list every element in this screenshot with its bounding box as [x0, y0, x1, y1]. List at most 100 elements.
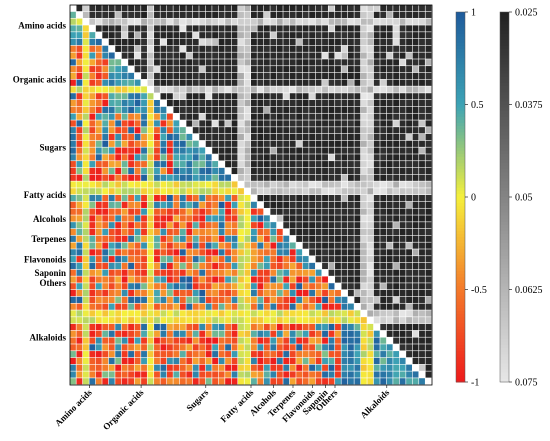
colorbar-segment	[456, 345, 465, 349]
heatmap-cell	[302, 249, 309, 256]
heatmap-cell	[95, 181, 102, 188]
heatmap-cell	[276, 188, 283, 195]
heatmap-cell	[166, 93, 173, 100]
heatmap-cell	[166, 86, 173, 93]
heatmap-cell	[128, 249, 135, 256]
heatmap-cell	[386, 262, 393, 270]
heatmap-cell	[95, 86, 102, 93]
heatmap-cell	[166, 242, 173, 249]
heatmap-cell	[179, 371, 186, 378]
heatmap-cell	[393, 310, 400, 317]
heatmap-cell	[95, 140, 102, 147]
heatmap-cell	[328, 120, 335, 127]
heatmap-cell	[302, 100, 309, 107]
heatmap-cell	[341, 249, 348, 256]
heatmap-cell	[354, 38, 361, 46]
heatmap-cell	[82, 86, 89, 93]
heatmap-cell	[141, 296, 147, 303]
heatmap-cell	[296, 269, 303, 276]
heatmap-cell	[406, 235, 412, 242]
heatmap-cell	[218, 249, 225, 256]
heatmap-cell	[399, 52, 406, 59]
heatmap-cell	[154, 290, 160, 297]
heatmap-cell	[328, 133, 335, 141]
colorbar-segment	[456, 351, 465, 355]
heatmap-cell	[244, 174, 251, 181]
colorbar-segment	[456, 237, 465, 241]
colorbar-segment	[500, 107, 509, 112]
heatmap-cell	[302, 174, 309, 181]
heatmap-cell	[70, 378, 76, 385]
heatmap-cell	[121, 337, 128, 344]
heatmap-cell	[322, 283, 328, 290]
heatmap-cell	[263, 351, 270, 358]
heatmap-cell	[121, 147, 128, 154]
heatmap-cell	[347, 344, 354, 351]
heatmap-cell	[328, 351, 335, 358]
heatmap-cell	[341, 357, 348, 365]
colorbar-segment	[456, 12, 465, 16]
heatmap-cell	[160, 310, 167, 317]
heatmap-cell	[251, 208, 257, 215]
heatmap-cell	[354, 195, 361, 202]
heatmap-cell	[244, 59, 251, 66]
heatmap-cell	[399, 242, 406, 249]
heatmap-cell	[367, 5, 374, 12]
heatmap-cell	[134, 269, 141, 276]
heatmap-cell	[212, 59, 219, 66]
heatmap-cell	[257, 378, 264, 385]
heatmap-cell	[386, 32, 393, 39]
heatmap-cell	[335, 371, 341, 378]
heatmap-cell	[173, 317, 180, 324]
heatmap-cell	[225, 11, 231, 18]
heatmap-cell	[238, 201, 244, 208]
colorbar-segment	[500, 286, 509, 290]
heatmap-cell	[406, 188, 412, 195]
heatmap-cell	[89, 351, 96, 358]
heatmap-cell	[386, 283, 393, 290]
heatmap-cell	[205, 269, 212, 276]
heatmap-cell	[270, 256, 277, 263]
heatmap-cell	[128, 317, 135, 324]
heatmap-cell	[419, 167, 425, 175]
heatmap-cell	[419, 283, 425, 290]
heatmap-cell	[82, 303, 89, 310]
heatmap-cell	[218, 93, 225, 100]
heatmap-cell	[166, 351, 173, 358]
heatmap-cell	[283, 174, 290, 181]
heatmap-cell	[173, 18, 180, 25]
heatmap-cell	[315, 188, 322, 195]
heatmap-cell	[380, 249, 387, 256]
heatmap-cell	[225, 290, 231, 297]
heatmap-cell	[70, 215, 76, 222]
heatmap-cell	[302, 167, 309, 175]
heatmap-cell	[186, 364, 193, 371]
heatmap-cell	[419, 235, 425, 242]
heatmap-cell	[70, 188, 76, 195]
heatmap-cell	[147, 256, 154, 263]
heatmap-cell	[276, 167, 283, 175]
heatmap-cell	[302, 337, 309, 344]
heatmap-cell	[399, 188, 406, 195]
heatmap-cell	[309, 364, 316, 371]
heatmap-cell	[231, 93, 238, 100]
colorbar-segment	[500, 39, 509, 44]
heatmap-cell	[328, 45, 335, 52]
heatmap-cell	[328, 310, 335, 317]
colorbar-segment	[500, 215, 509, 220]
heatmap-cell	[386, 201, 393, 208]
heatmap-cell	[302, 208, 309, 215]
heatmap-cell	[354, 222, 361, 229]
heatmap-cell	[244, 79, 251, 86]
heatmap-cell	[309, 303, 316, 310]
heatmap-cell	[82, 323, 89, 331]
heatmap-cell	[186, 79, 193, 86]
heatmap-cell	[251, 161, 257, 168]
colorbar-segment	[456, 209, 465, 213]
heatmap-cell	[276, 344, 283, 351]
heatmap-cell	[121, 140, 128, 147]
heatmap-cell	[186, 208, 193, 215]
heatmap-cell	[367, 188, 374, 195]
heatmap-cell	[373, 378, 380, 385]
heatmap-cell	[315, 79, 322, 86]
